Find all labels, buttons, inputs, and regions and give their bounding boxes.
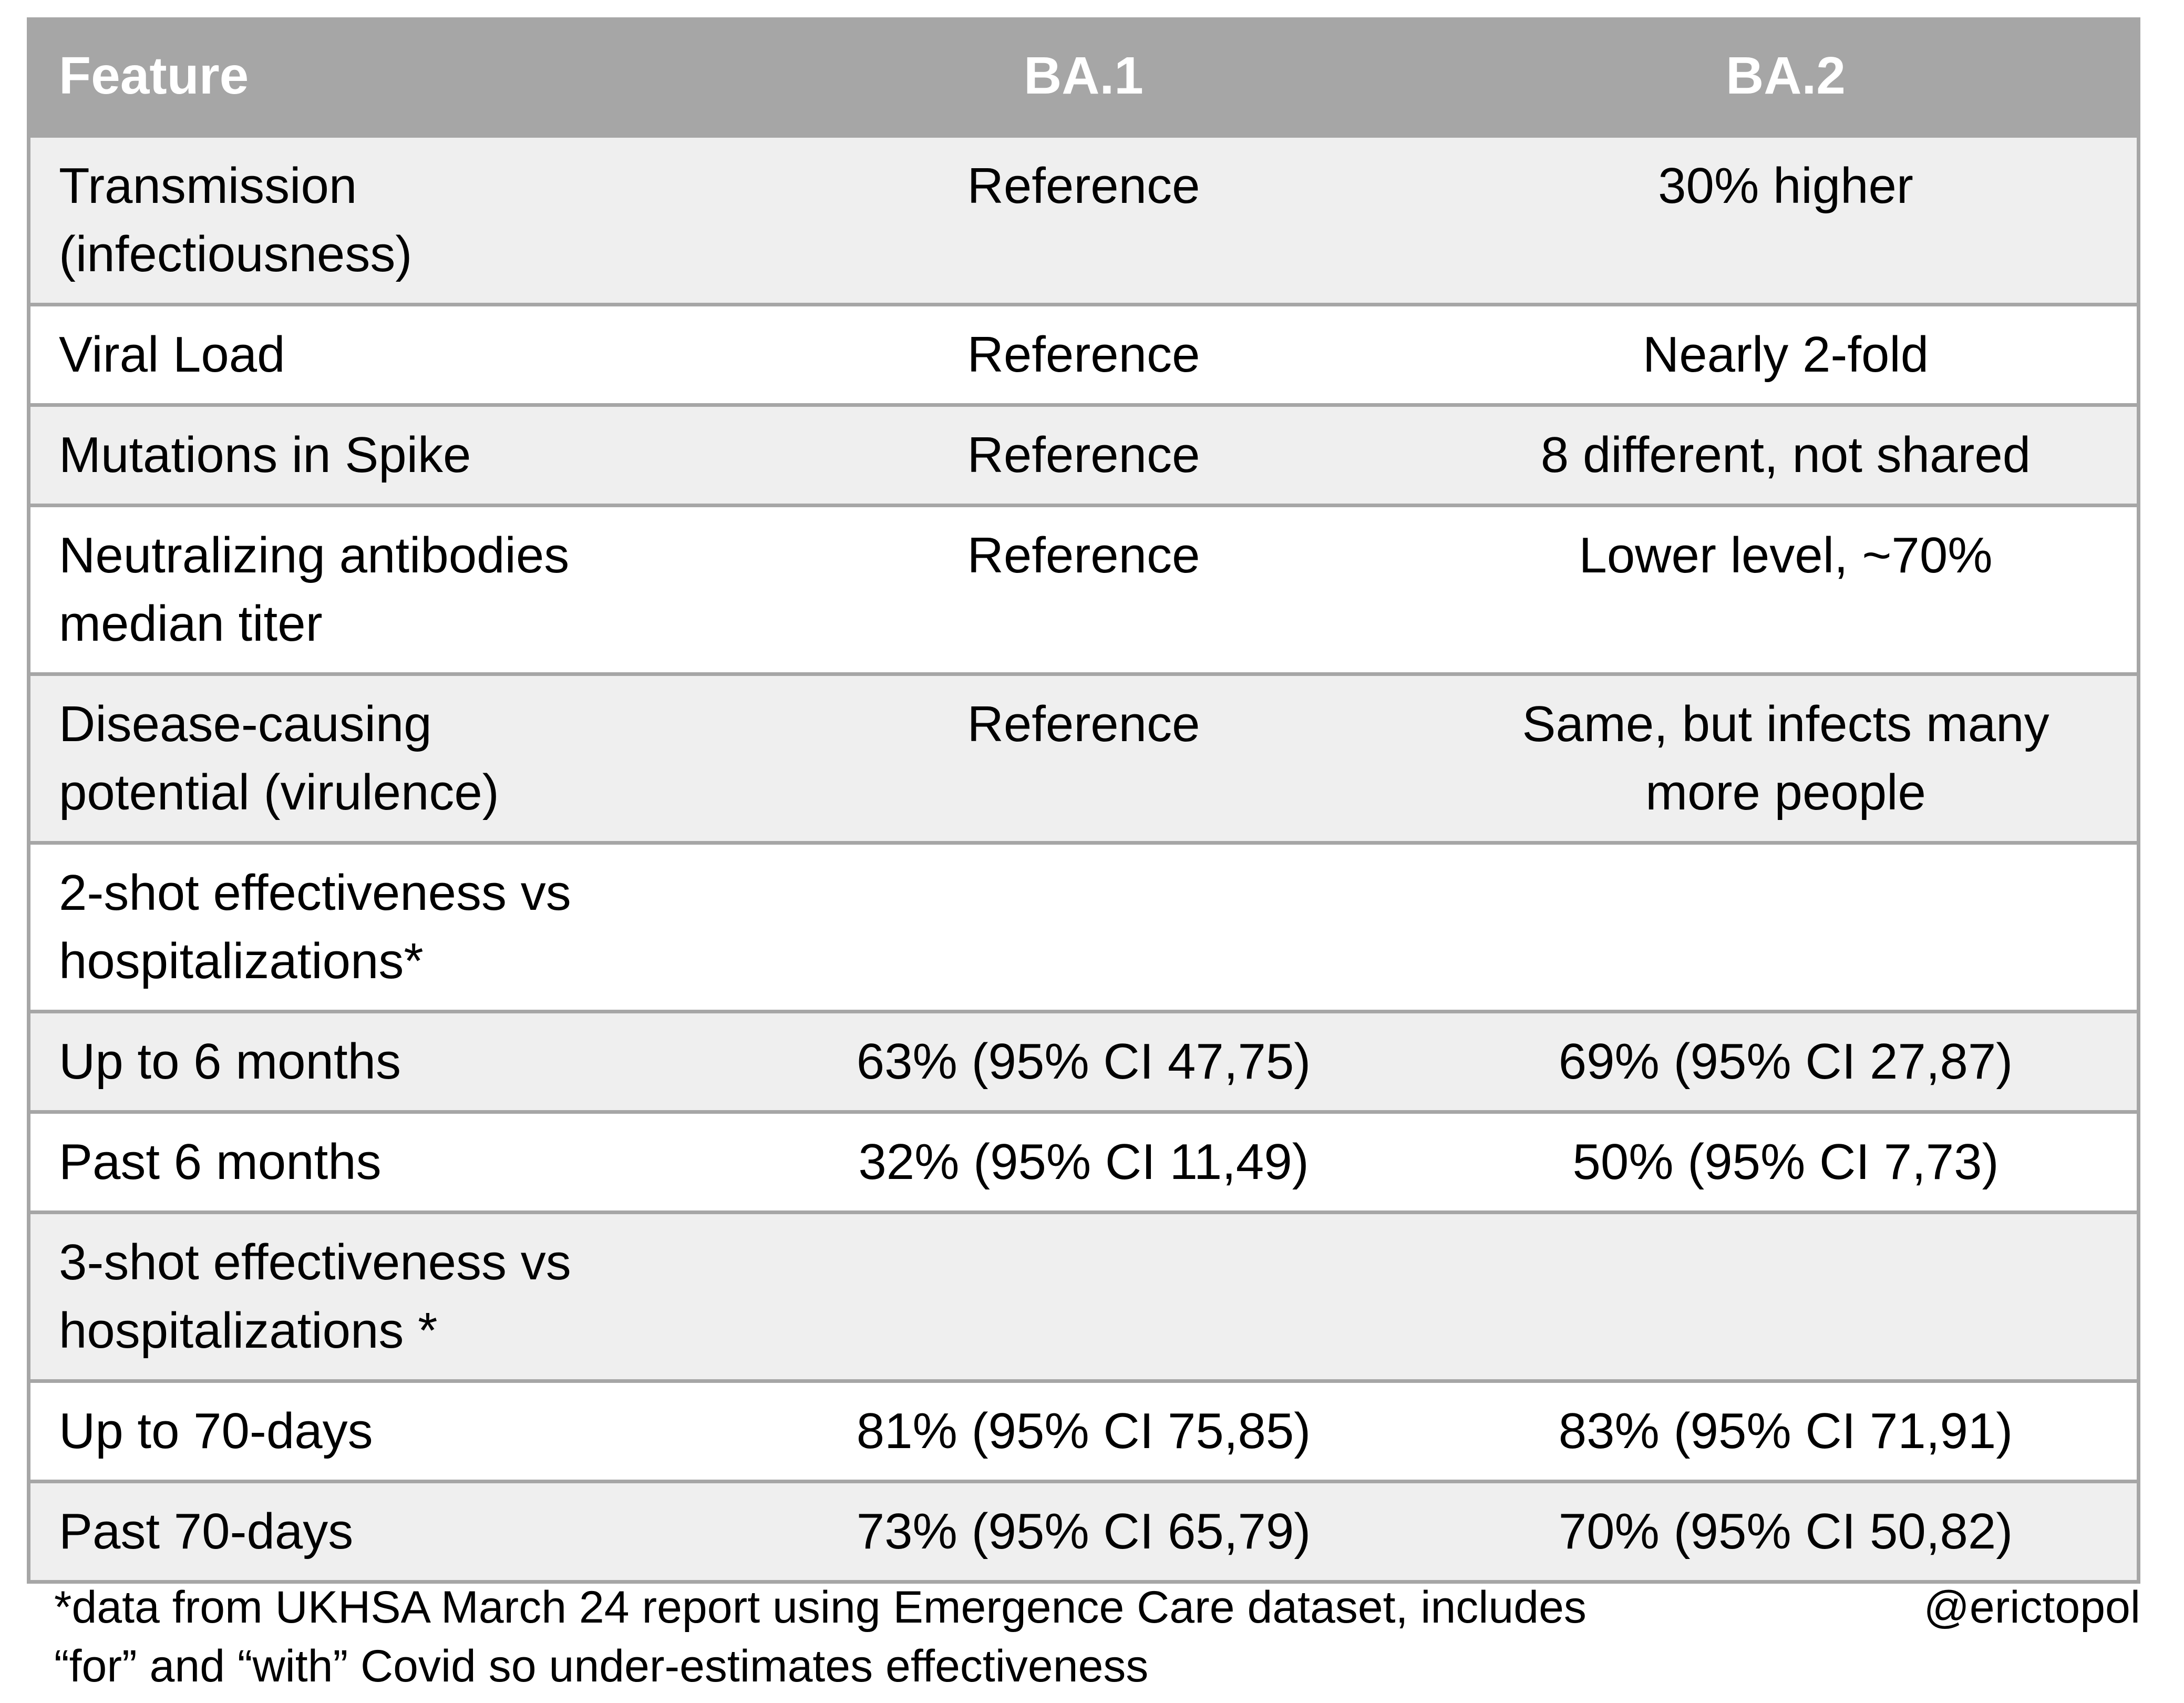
footnote-line-1: *data from UKHSA March 24 report using E…: [27, 1578, 2140, 1637]
ba2-value-cell: 70% (95% CI 50,82): [1558, 1503, 2013, 1560]
feature-cell: Up to 70-days: [59, 1403, 373, 1459]
ba1-value-cell: 81% (95% CI 75,85): [856, 1403, 1311, 1459]
ba2-value-cell: Same, but infects many more people: [1522, 696, 2049, 820]
ba1-value-cell: Reference: [967, 696, 1200, 752]
feature-cell: 3-shot effectiveness vs hospitalizations…: [59, 1234, 571, 1359]
ba2-value-cell: Nearly 2-fold: [1642, 326, 1929, 383]
ba2-value-cell: 8 different, not shared: [1540, 427, 2031, 483]
ba1-value-cell: [733, 1214, 1435, 1379]
section-header-row-3-shot: 3-shot effectiveness vs hospitalizations…: [30, 1210, 2137, 1379]
column-header-feature: Feature: [59, 46, 249, 105]
ba1-value-cell: Reference: [967, 527, 1200, 583]
feature-cell: 2-shot effectiveness vs hospitalizations…: [59, 865, 571, 989]
table-row-mutations: Mutations in Spike Reference 8 different…: [30, 403, 2137, 504]
ba2-value-cell: 69% (95% CI 27,87): [1558, 1033, 2013, 1090]
ba1-value-cell: Reference: [967, 158, 1200, 214]
ba2-value-cell: [1435, 1214, 2137, 1379]
table-row-past-70-days: Past 70-days 73% (95% CI 65,79) 70% (95%…: [30, 1480, 2137, 1580]
comparison-table: Feature BA.1 BA.2 Transmission (infectio…: [27, 17, 2140, 1584]
ba2-value-cell: Lower level, ~70%: [1579, 527, 1993, 583]
section-header-row-2-shot: 2-shot effectiveness vs hospitalizations…: [30, 841, 2137, 1010]
ba2-value-cell: [1435, 845, 2137, 1010]
ba1-value-cell: Reference: [967, 326, 1200, 383]
ba1-value-cell: [733, 845, 1435, 1010]
table-row-past-6-months: Past 6 months 32% (95% CI 11,49) 50% (95…: [30, 1110, 2137, 1210]
feature-cell: Mutations in Spike: [59, 427, 471, 483]
feature-cell: Transmission (infectiousness): [59, 158, 413, 282]
table-header-row: Feature BA.1 BA.2: [30, 17, 2137, 134]
credit-handle: @erictopol: [1923, 1582, 2140, 1633]
feature-cell: Disease-causing potential (virulence): [59, 696, 499, 820]
feature-cell: Past 70-days: [59, 1503, 354, 1560]
ba2-value-cell: 50% (95% CI 7,73): [1572, 1134, 1999, 1190]
footnote: *data from UKHSA March 24 report using E…: [27, 1578, 2140, 1696]
ba1-value-cell: Reference: [967, 427, 1200, 483]
feature-cell: Viral Load: [59, 326, 285, 383]
ba1-value-cell: 73% (95% CI 65,79): [856, 1503, 1311, 1560]
table-row-neutralizing-antibodies: Neutralizing antibodies median titer Ref…: [30, 504, 2137, 672]
column-header-ba2: BA.2: [1726, 46, 1846, 105]
feature-cell: Up to 6 months: [59, 1033, 401, 1090]
column-header-ba1: BA.1: [1024, 46, 1143, 105]
ba1-value-cell: 32% (95% CI 11,49): [858, 1134, 1309, 1190]
ba2-value-cell: 83% (95% CI 71,91): [1558, 1403, 2013, 1459]
table-row-up-to-6-months: Up to 6 months 63% (95% CI 47,75) 69% (9…: [30, 1010, 2137, 1110]
feature-cell: Past 6 months: [59, 1134, 382, 1190]
footnote-text: *data from UKHSA March 24 report using E…: [54, 1582, 1587, 1633]
footnote-line-2: “for” and “with” Covid so under-estimate…: [54, 1641, 1149, 1691]
table-row-transmission: Transmission (infectiousness) Reference …: [30, 134, 2137, 303]
feature-cell: Neutralizing antibodies median titer: [59, 527, 570, 652]
table-row-viral-load: Viral Load Reference Nearly 2-fold: [30, 303, 2137, 403]
table-row-disease-causing: Disease-causing potential (virulence) Re…: [30, 672, 2137, 841]
ba1-value-cell: 63% (95% CI 47,75): [856, 1033, 1311, 1090]
ba2-value-cell: 30% higher: [1658, 158, 1913, 214]
table-row-up-to-70-days: Up to 70-days 81% (95% CI 75,85) 83% (95…: [30, 1379, 2137, 1480]
